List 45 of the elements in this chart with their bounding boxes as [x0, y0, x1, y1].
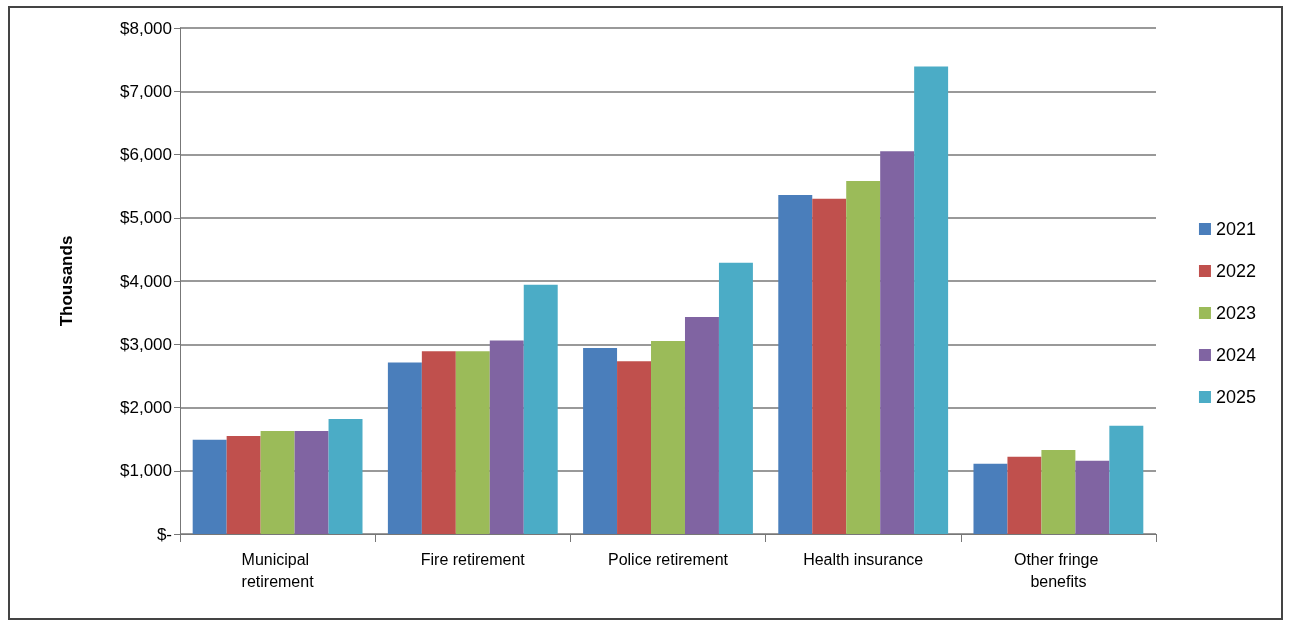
- bar: [328, 418, 363, 534]
- y-tick-label: $2,000: [120, 398, 172, 417]
- bar: [1041, 449, 1076, 534]
- bar: [846, 181, 881, 534]
- bar: [489, 340, 524, 534]
- bar: [684, 317, 719, 534]
- bar: [617, 361, 652, 534]
- x-tick-label: Municipal retirement: [241, 550, 315, 590]
- bar: [718, 262, 753, 534]
- bar: [914, 66, 949, 534]
- bar: [523, 284, 558, 534]
- y-axis-title: Thousands: [57, 235, 76, 327]
- bar: [421, 351, 456, 534]
- bar: [973, 463, 1008, 534]
- x-tick-label: Police retirement: [607, 550, 729, 568]
- x-tick-label: Fire retirement: [420, 550, 526, 568]
- y-tick-label: $6,000: [120, 145, 172, 164]
- legend-label: 2024: [1215, 345, 1256, 365]
- y-tick-label: $8,000: [120, 18, 172, 38]
- y-tick-label: $3,000: [120, 334, 172, 354]
- bar: [387, 362, 422, 534]
- bar: [455, 351, 490, 534]
- bar: [294, 430, 329, 534]
- y-tick-label: $1,000: [120, 461, 172, 481]
- y-tick-label: $7,000: [120, 81, 172, 101]
- bar: [812, 198, 847, 534]
- bar: [1007, 456, 1042, 534]
- legend-label: 2022: [1215, 261, 1256, 281]
- legend-label: 2023: [1215, 303, 1256, 323]
- x-tick-label: Other fringe benefits: [1013, 550, 1103, 590]
- bar: [778, 194, 813, 534]
- bar: [260, 430, 295, 534]
- y-tick-label: $-: [156, 524, 172, 544]
- x-tick-label: Health insurance: [803, 550, 924, 568]
- bar: [651, 341, 685, 534]
- bar: [1075, 460, 1110, 534]
- bar: [583, 348, 618, 534]
- y-tick-label: $5,000: [120, 208, 172, 228]
- legend-label: 2025: [1215, 387, 1256, 407]
- legend-label: 2021: [1215, 219, 1256, 239]
- bar: [880, 151, 915, 534]
- bar: [226, 435, 261, 534]
- y-tick-label: $4,000: [120, 271, 172, 291]
- bar: [192, 439, 227, 534]
- bar: [1109, 425, 1144, 534]
